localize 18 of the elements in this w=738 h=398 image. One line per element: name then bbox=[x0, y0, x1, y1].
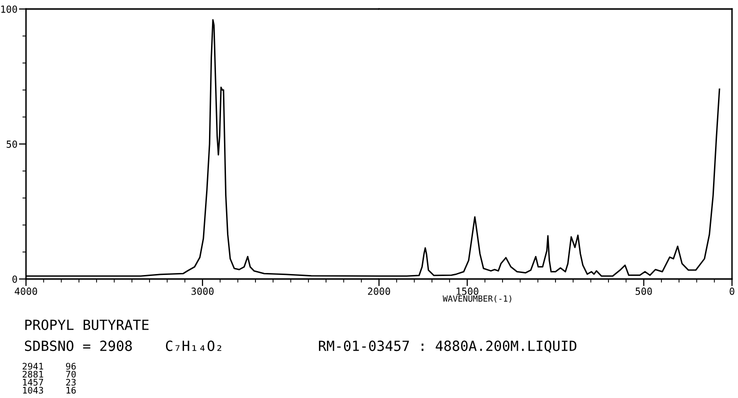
y-tick-label: 50 bbox=[6, 140, 18, 148]
text: C₇H₁₄O₂ bbox=[166, 340, 222, 352]
text: SDBSNO = 2908 bbox=[24, 340, 132, 352]
y-tick-label: 0 bbox=[12, 276, 18, 283]
y-tick-label: 100 bbox=[1, 6, 18, 13]
x-tick-label: 1500 bbox=[456, 288, 478, 295]
text: 1457 23 bbox=[23, 378, 76, 386]
x-tick-label: 3000 bbox=[191, 288, 214, 295]
text: 1043 16 bbox=[23, 386, 76, 394]
text: RM-01-03457 : 4880A.200M.LIQUID bbox=[318, 340, 576, 353]
x-tick-label: 4000 bbox=[14, 288, 38, 295]
text: 2941 96 bbox=[22, 362, 76, 370]
x-tick-label: 2000 bbox=[368, 288, 390, 295]
text: PROPYL BUTYRATE bbox=[25, 320, 149, 330]
text: 2881 70 bbox=[22, 370, 76, 378]
x-tick-label: 0 bbox=[730, 288, 734, 295]
x-axis-title: WAVENUMBER(-1) bbox=[442, 295, 512, 303]
x-tick-label: 500 bbox=[636, 288, 652, 295]
